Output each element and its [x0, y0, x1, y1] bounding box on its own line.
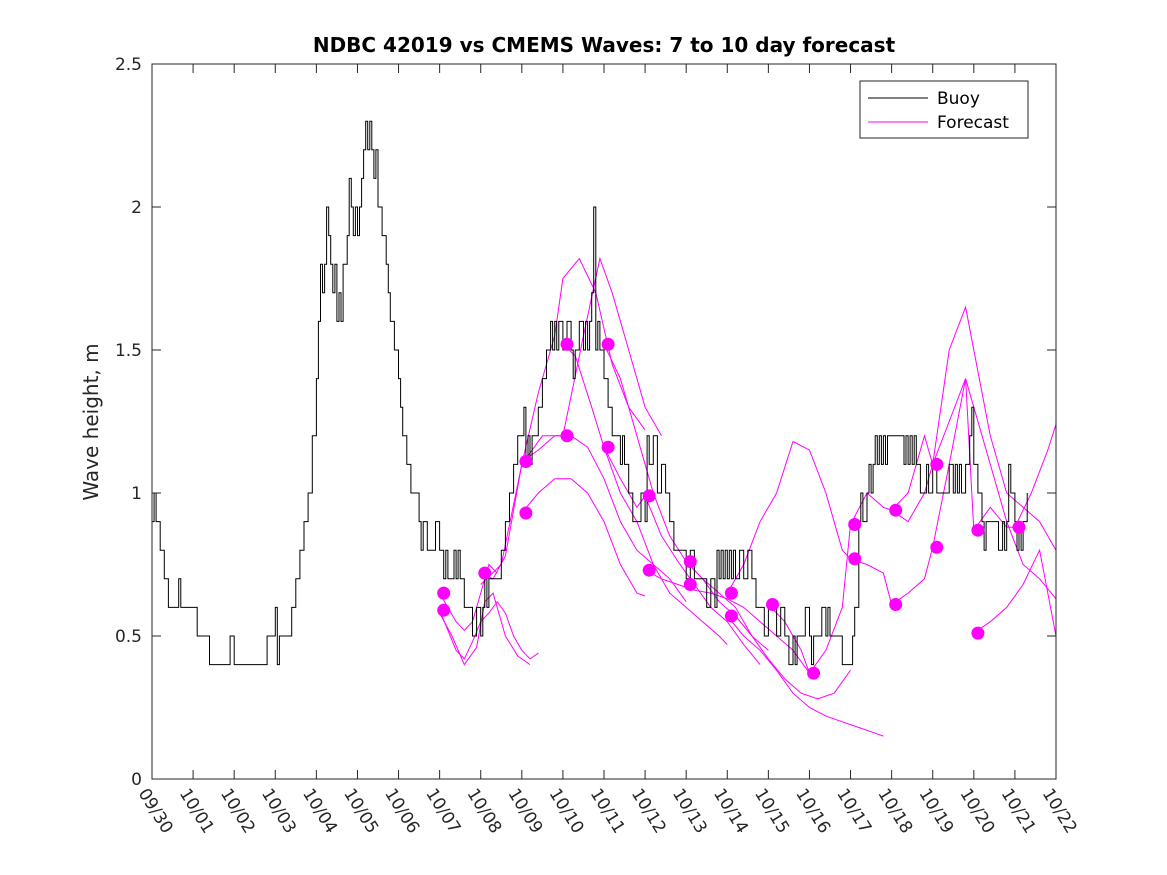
y-tick-label: 2.5: [115, 55, 142, 75]
forecast-marker-7: [601, 337, 615, 351]
y-tick-label: 1.5: [115, 341, 142, 361]
forecast-marker-25: [1012, 520, 1026, 534]
forecast-line-6: [521, 435, 687, 602]
forecast-marker-6: [560, 429, 574, 443]
forecast-marker-0: [437, 586, 451, 600]
forecast-marker-18: [848, 552, 862, 566]
plot-area: [152, 120, 1056, 737]
forecast-line-16: [891, 305, 1056, 551]
forecast-marker-11: [683, 555, 697, 569]
plot-clipped-group: [152, 120, 1056, 737]
forecast-line-1: [439, 600, 539, 660]
forecast-marker-17: [848, 518, 862, 531]
buoy-line: [152, 120, 1028, 666]
forecast-line-9: [603, 446, 761, 665]
forecast-marker-16: [807, 666, 821, 680]
forecast-marker-24: [971, 626, 985, 640]
forecast-marker-19: [889, 503, 903, 517]
forecast-marker-14: [724, 609, 738, 623]
legend-box: [859, 80, 1029, 139]
legend: Buoy Forecast: [859, 80, 1029, 139]
legend-buoy-label: Buoy: [937, 89, 980, 109]
forecast-marker-23: [971, 523, 985, 537]
forecast-marker-21: [930, 457, 944, 471]
chart-title: NDBC 42019 vs CMEMS Waves: 7 to 10 day f…: [313, 33, 896, 57]
forecast-line-18: [973, 548, 1056, 637]
forecast-marker-9: [642, 489, 656, 503]
forecast-marker-8: [601, 440, 615, 454]
forecast-marker-4: [519, 506, 533, 520]
forecast-line-10: [644, 569, 810, 674]
y-tick-label: 2: [131, 198, 142, 218]
y-tick-label: 1: [131, 484, 142, 504]
y-tick-label: 0: [131, 770, 142, 790]
y-axis-label: Wave height, m: [79, 343, 103, 500]
forecast-marker-5: [560, 337, 574, 351]
y-tick-label: 0.5: [115, 627, 142, 647]
forecast-marker-1: [437, 603, 451, 617]
forecast-line-17: [932, 378, 1056, 532]
forecast-line-7: [562, 343, 728, 645]
forecast-marker-12: [683, 578, 697, 591]
forecast-marker-3: [519, 455, 533, 468]
forecast-marker-22: [930, 540, 944, 554]
forecast-marker-13: [724, 586, 738, 600]
forecast-line-13: [726, 615, 884, 737]
forecast-marker-20: [889, 598, 903, 611]
forecast-line-5: [521, 478, 646, 597]
forecast-line-3: [480, 257, 646, 580]
forecast-marker-2: [478, 566, 492, 580]
legend-forecast-label: Forecast: [937, 113, 1009, 133]
forecast-marker-10: [642, 563, 656, 577]
forecast-line-11: [685, 561, 851, 700]
forecast-marker-15: [766, 598, 779, 611]
